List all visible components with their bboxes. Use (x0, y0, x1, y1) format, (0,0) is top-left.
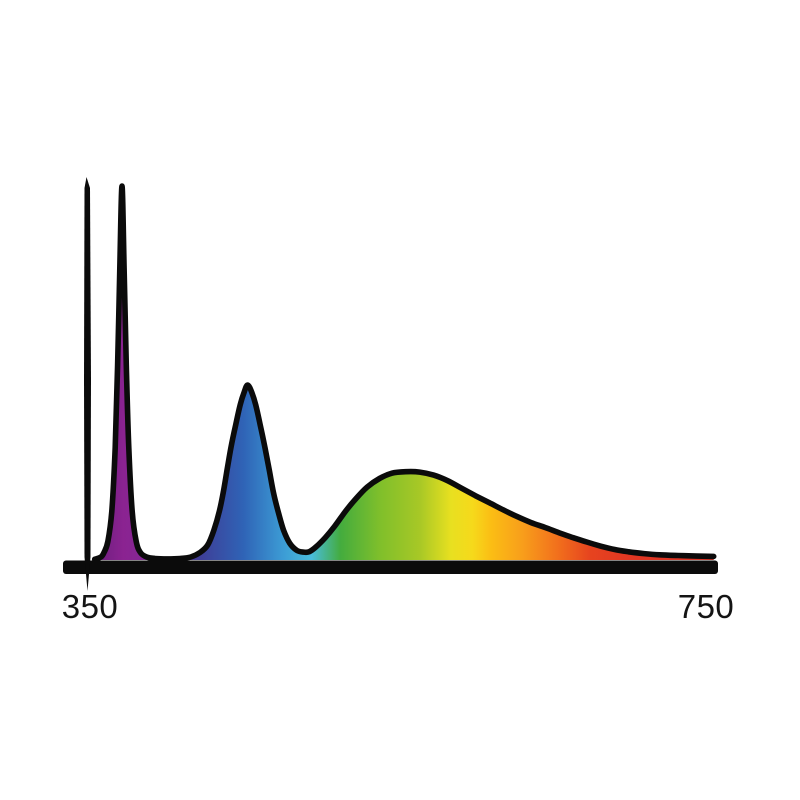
y-axis-line (84, 177, 91, 591)
spectrum-area-fill (95, 186, 714, 560)
spectrum-chart (0, 0, 800, 800)
x-tick-label-max: 750 (678, 590, 735, 623)
spectrum-figure: 350 750 (0, 0, 800, 800)
x-tick-label-min: 350 (62, 590, 119, 623)
x-axis-line (63, 561, 718, 575)
